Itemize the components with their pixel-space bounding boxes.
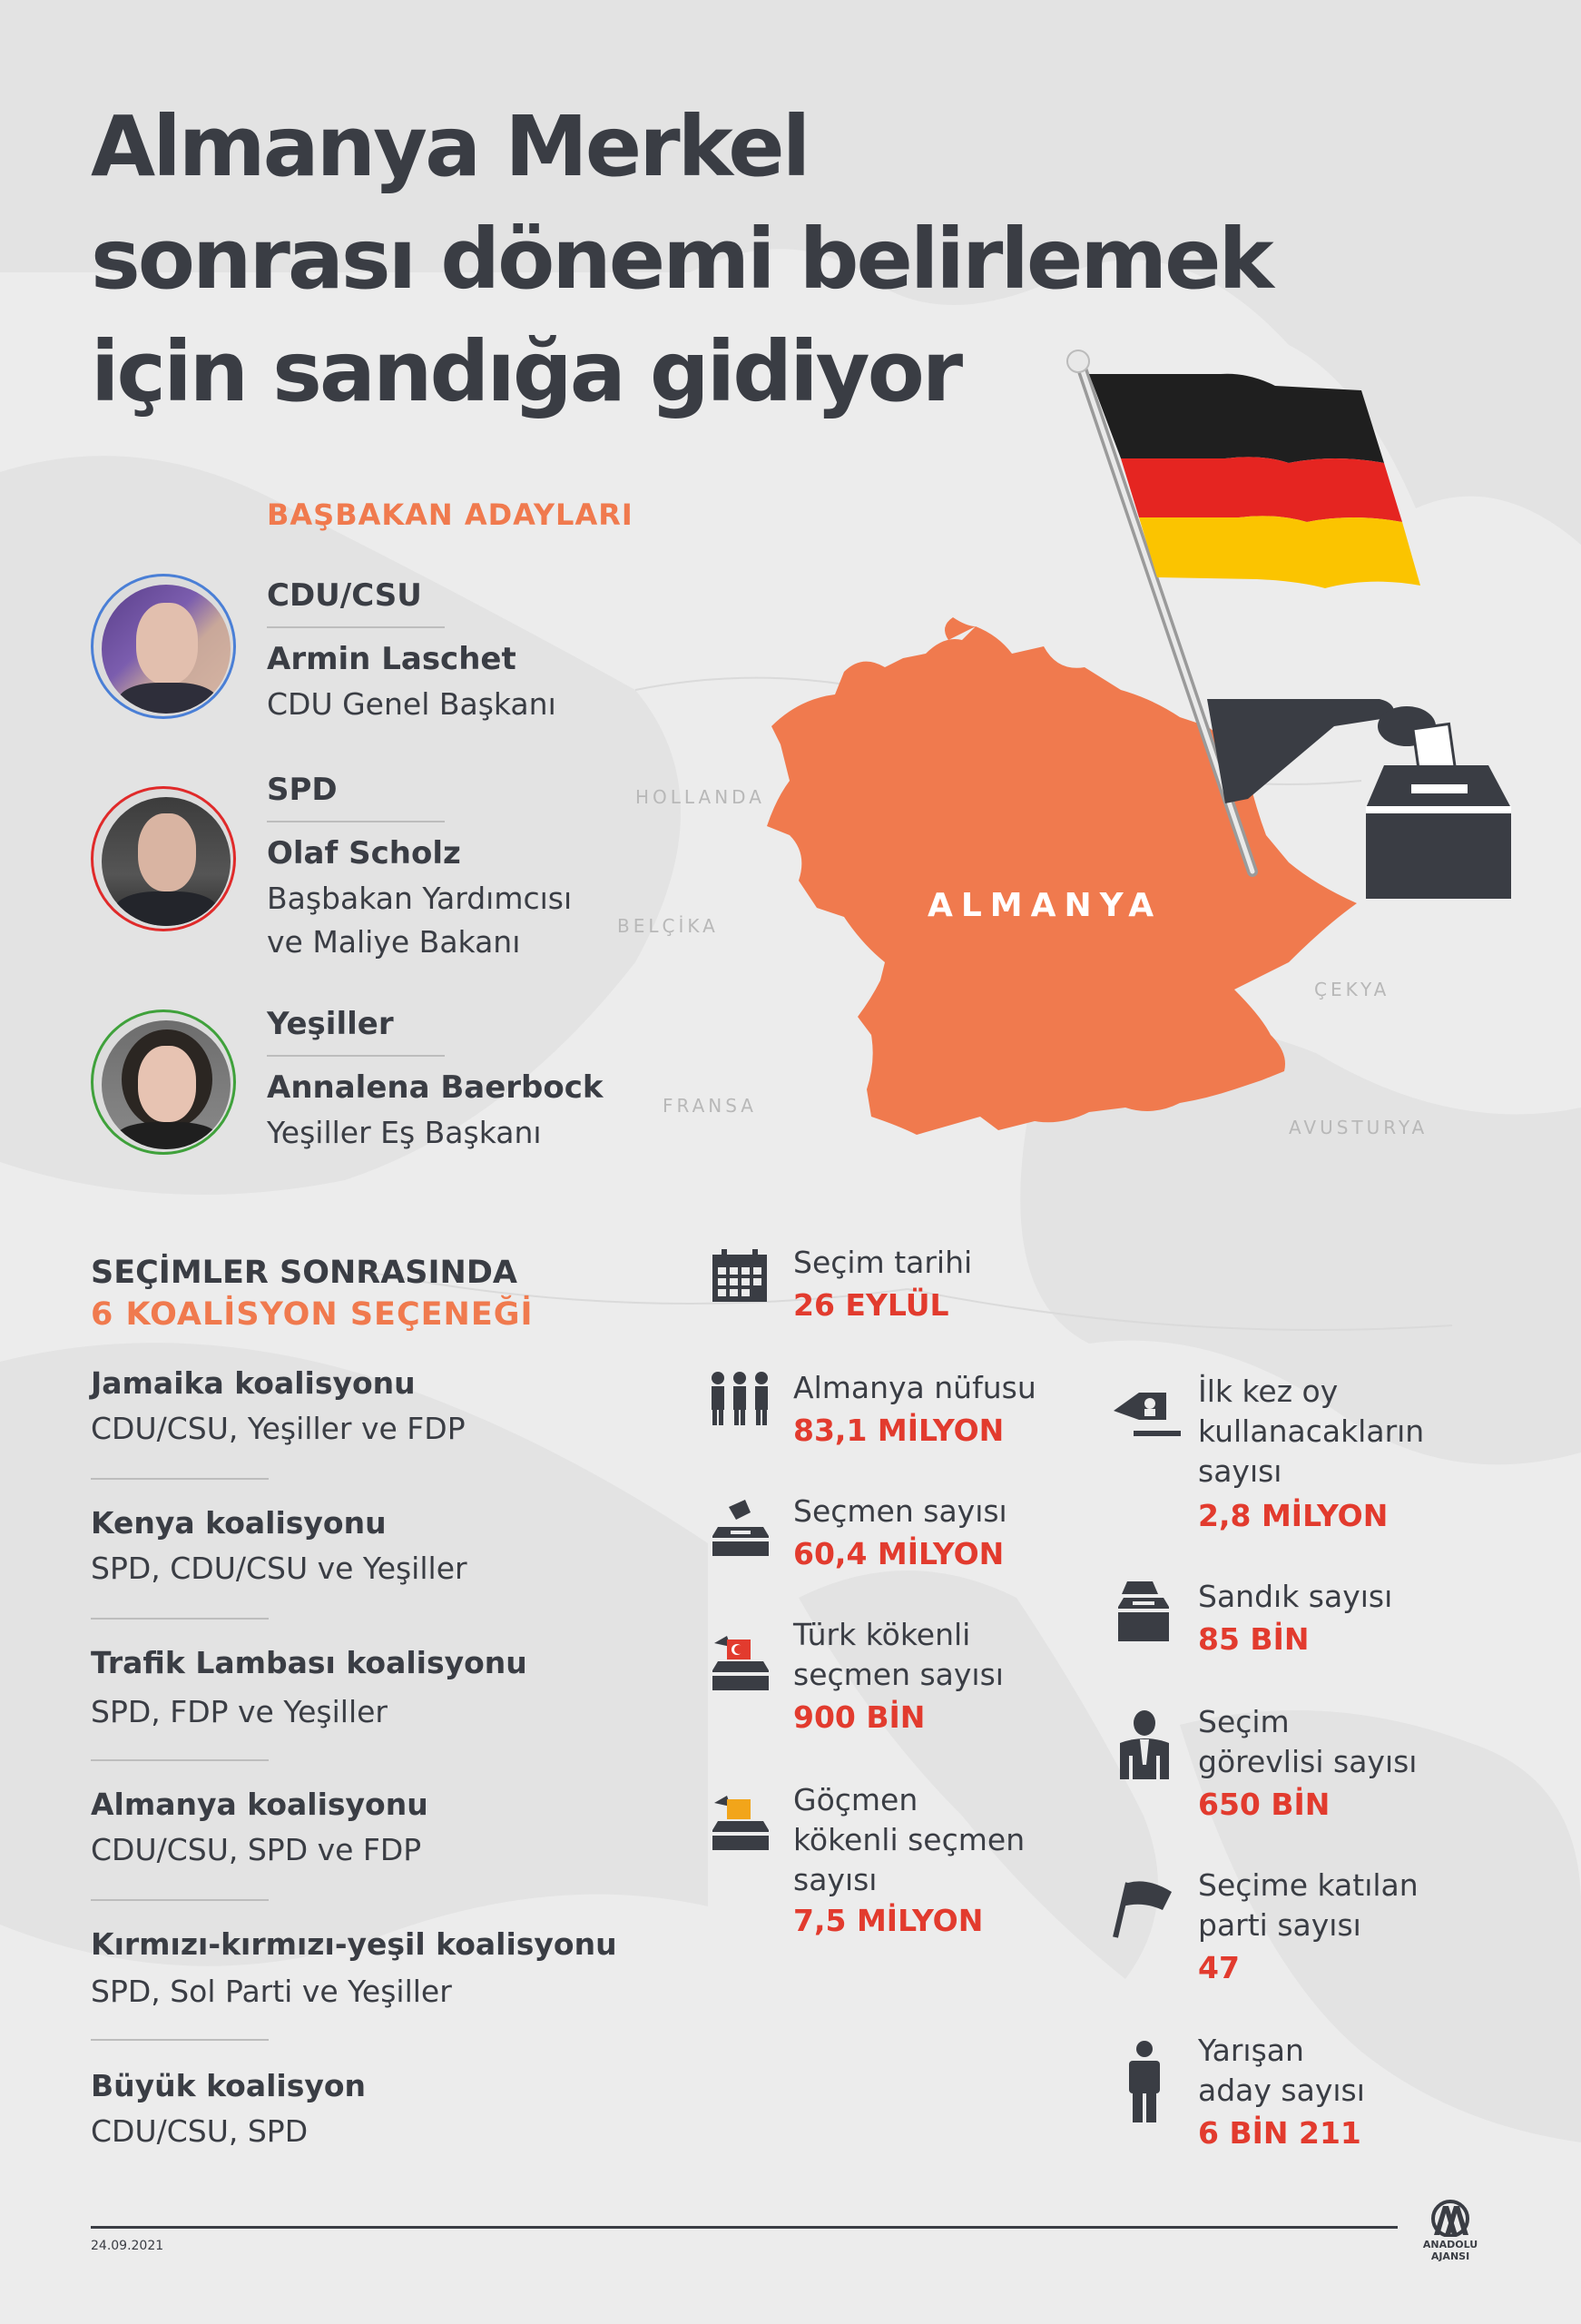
stat-migrant-voters-label-2: kökenli seçmen [793, 1822, 1026, 1857]
coalition-6-name: Büyük koalisyon [91, 2068, 367, 2103]
candidate-1-name: Armin Laschet [267, 641, 516, 677]
avatar [91, 1009, 236, 1155]
candidate-2-party: SPD [267, 772, 338, 808]
stat-migrant-voters-value: 7,5 MİLYON [793, 1903, 984, 1938]
candidate-2-role-line-2: ve Maliye Bakanı [267, 924, 521, 960]
agency-name: ANADOLU AJANSI [1422, 2239, 1478, 2262]
coalitions-heading-2: 6 KOALİSYON SEÇENEĞİ [91, 1296, 534, 1333]
divider [267, 1055, 445, 1057]
flag-icon [1112, 1879, 1175, 1939]
divider [91, 1899, 269, 1901]
label-cekya: ÇEKYA [1314, 979, 1390, 1000]
box-icon [1116, 1581, 1171, 1641]
stat-parties-value: 47 [1198, 1950, 1240, 1985]
stat-boxes-label: Sandık sayısı [1198, 1579, 1393, 1614]
candidate-3-role: Yeşiller Eş Başkanı [267, 1115, 542, 1150]
stat-parties-label-2: parti sayısı [1198, 1907, 1361, 1943]
stat-population-value: 83,1 MİLYON [793, 1413, 1005, 1448]
coalition-5-name: Kırmızı-kırmızı-yeşil koalisyonu [91, 1926, 617, 1962]
coalition-3-parties: SPD, FDP ve Yeşiller [91, 1694, 388, 1729]
coalition-4-name: Almanya koalisyonu [91, 1787, 428, 1822]
avatar [91, 574, 236, 719]
divider [267, 821, 445, 822]
stat-first-time-label-2: kullanacakların [1198, 1413, 1425, 1449]
stat-first-time-label-3: sayısı [1198, 1453, 1282, 1489]
candidate-1-role: CDU Genel Başkanı [267, 686, 556, 722]
stat-voters-value: 60,4 MİLYON [793, 1536, 1005, 1571]
coalition-2-name: Kenya koalisyonu [91, 1505, 387, 1541]
stat-turkish-voters-label-1: Türk kökenli [793, 1617, 971, 1652]
candidate-2-name: Olaf Scholz [267, 835, 461, 872]
divider [91, 2039, 269, 2041]
coalition-3-name: Trafik Lambası koalisyonu [91, 1645, 527, 1680]
title-line-3: için sandığa gidiyor [91, 323, 963, 420]
ballot-box [1366, 765, 1511, 899]
stat-first-time-value: 2,8 MİLYON [1198, 1498, 1389, 1533]
divider [267, 626, 445, 628]
candidates-heading: BAŞBAKAN ADAYLARI [267, 497, 633, 532]
label-fransa: FRANSA [663, 1095, 757, 1117]
voter-arm [1207, 699, 1394, 803]
divider [91, 1478, 269, 1480]
stat-election-date-value: 26 EYLÜL [793, 1287, 949, 1323]
stat-first-time-label-1: İlk kez oy [1198, 1374, 1339, 1409]
stat-turkish-voters-label-2: seçmen sayısı [793, 1657, 1004, 1692]
stat-officials-value: 650 BİN [1198, 1787, 1331, 1822]
label-avusturya: AVUSTURYA [1289, 1117, 1429, 1138]
title-line-2: sonrası dönemi belirlemek [91, 211, 1274, 308]
candidate-1-party: CDU/CSU [267, 577, 422, 614]
label-almanya: ALMANYA [928, 887, 1163, 924]
turkish-voter-icon [709, 1634, 772, 1692]
stat-voters-label: Seçmen sayısı [793, 1493, 1007, 1529]
stat-migrant-voters-label-1: Göçmen [793, 1782, 918, 1817]
stat-boxes-value: 85 BİN [1198, 1621, 1310, 1657]
candidate-2 [91, 786, 236, 931]
stat-parties-label-1: Seçime katılan [1198, 1867, 1419, 1903]
person-icon [1125, 2041, 1164, 2122]
coalition-6-parties: CDU/CSU, SPD [91, 2113, 309, 2149]
official-icon [1118, 1710, 1171, 1779]
stat-officials-label-2: görevlisi sayısı [1198, 1744, 1418, 1779]
candidate-3-party: Yeşiller [267, 1006, 394, 1042]
stat-population-label: Almanya nüfusu [793, 1370, 1036, 1405]
coalition-2-parties: SPD, CDU/CSU ve Yeşiller [91, 1551, 467, 1586]
stat-turkish-voters-value: 900 BİN [793, 1699, 926, 1735]
coalition-5-parties: SPD, Sol Parti ve Yeşiller [91, 1974, 452, 2009]
coalition-1-name: Jamaika koalisyonu [91, 1365, 416, 1401]
stat-candidates-label-2: aday sayısı [1198, 2073, 1365, 2108]
title-line-1: Almanya Merkel [91, 98, 810, 195]
publish-date: 24.09.2021 [91, 2239, 164, 2253]
migrant-voter-icon [709, 1794, 772, 1852]
candidate-1 [91, 574, 236, 719]
calendar-icon [711, 1249, 769, 1304]
coalition-4-parties: CDU/CSU, SPD ve FDP [91, 1832, 422, 1867]
population-icon [709, 1371, 771, 1427]
stat-migrant-voters-label-3: sayısı [793, 1862, 878, 1897]
avatar [91, 786, 236, 931]
divider [91, 1759, 269, 1761]
stat-candidates-value: 6 BİN 211 [1198, 2115, 1361, 2151]
anadolu-logo: ANADOLU AJANSI [1405, 2197, 1496, 2262]
germany-map-illustration [767, 350, 1511, 1135]
stat-election-date-label: Seçim tarihi [793, 1245, 973, 1280]
coalitions-heading-1: SEÇİMLER SONRASINDA [91, 1255, 517, 1291]
divider [91, 1618, 269, 1620]
aa-logo-icon [1431, 2200, 1469, 2237]
candidate-3 [91, 1009, 236, 1155]
candidate-2-role-line-1: Başbakan Yardımcısı [267, 881, 573, 916]
first-time-voter-icon [1112, 1384, 1181, 1436]
candidate-3-name: Annalena Baerbock [267, 1069, 604, 1106]
stat-officials-label-1: Seçim [1198, 1704, 1290, 1739]
stat-candidates-label-1: Yarışan [1198, 2033, 1304, 2068]
germany-flag [1089, 373, 1420, 588]
label-hollanda: HOLLANDA [635, 786, 765, 808]
footer-divider [91, 2226, 1398, 2229]
ballot-box-icon [709, 1500, 772, 1558]
page-title: Almanya Merkel sonrası dönemi belirlemek… [91, 91, 1361, 428]
label-belcika: BELÇİKA [617, 915, 719, 937]
coalition-1-parties: CDU/CSU, Yeşiller ve FDP [91, 1411, 466, 1446]
